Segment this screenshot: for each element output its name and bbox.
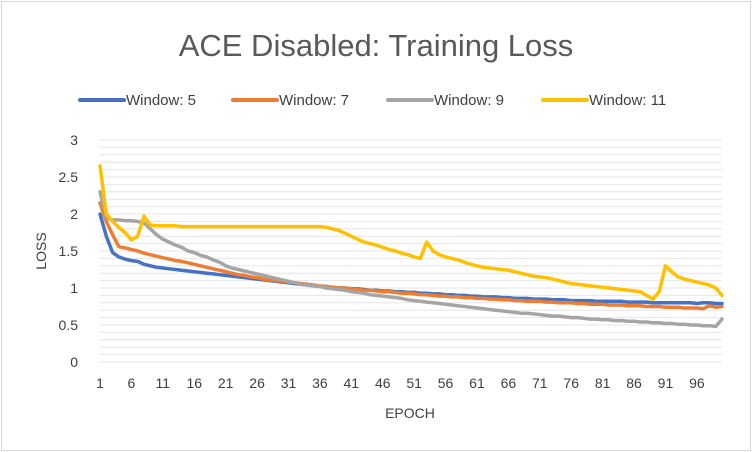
x-tick-label: 11 bbox=[156, 375, 171, 391]
chart-title: ACE Disabled: Training Loss bbox=[179, 28, 574, 63]
y-tick-label: 2.5 bbox=[59, 169, 79, 185]
x-tick-label: 66 bbox=[501, 375, 517, 391]
y-tick-label: 0 bbox=[70, 354, 78, 370]
x-tick-label: 36 bbox=[312, 375, 328, 391]
x-tick-label: 51 bbox=[406, 375, 422, 391]
x-tick-label: 76 bbox=[563, 375, 579, 391]
x-tick-label: 46 bbox=[375, 375, 391, 391]
y-tick-label: 2 bbox=[70, 206, 78, 222]
series-layer bbox=[98, 164, 724, 329]
x-tick-label: 56 bbox=[438, 375, 454, 391]
legend-label: Window: 11 bbox=[589, 92, 666, 109]
y-tick-label: 1.5 bbox=[59, 243, 79, 259]
x-tick-labels: 1 6 11 16 21 26 31 36 41 46 51 56 61 66 71 76 81 86 91 96 bbox=[96, 375, 705, 391]
x-tick-label: 6 bbox=[128, 375, 136, 391]
legend-label: Window: 9 bbox=[434, 92, 504, 109]
x-tick-label: 86 bbox=[626, 375, 642, 391]
x-tick-label: 71 bbox=[532, 375, 548, 391]
series-line-3 bbox=[98, 190, 724, 329]
x-tick-label: 96 bbox=[689, 375, 705, 391]
legend: Window: 5 Window: 7 Window: 9 Window: 11 bbox=[78, 92, 666, 109]
y-tick-label: 3 bbox=[70, 132, 78, 148]
y-tick-label: 1 bbox=[70, 280, 78, 296]
legend-label: Window: 5 bbox=[126, 92, 196, 109]
y-axis-title: LOSS bbox=[33, 232, 49, 269]
x-tick-label: 61 bbox=[469, 375, 485, 391]
x-tick-label: 26 bbox=[249, 375, 265, 391]
series-line-4 bbox=[98, 164, 724, 301]
x-tick-label: 41 bbox=[344, 375, 360, 391]
legend-label: Window: 7 bbox=[279, 92, 349, 109]
x-tick-label: 21 bbox=[218, 375, 234, 391]
x-tick-label: 1 bbox=[96, 375, 104, 391]
y-tick-label: 0.5 bbox=[59, 317, 79, 333]
x-tick-label: 81 bbox=[595, 375, 611, 391]
x-tick-label: 91 bbox=[658, 375, 674, 391]
x-tick-label: 16 bbox=[186, 375, 202, 391]
series-line-2 bbox=[98, 201, 724, 311]
x-axis-title: EPOCH bbox=[385, 405, 435, 421]
x-tick-label: 31 bbox=[281, 375, 297, 391]
y-tick-labels: 0 0.5 1 1.5 2 2.5 3 bbox=[59, 132, 79, 370]
